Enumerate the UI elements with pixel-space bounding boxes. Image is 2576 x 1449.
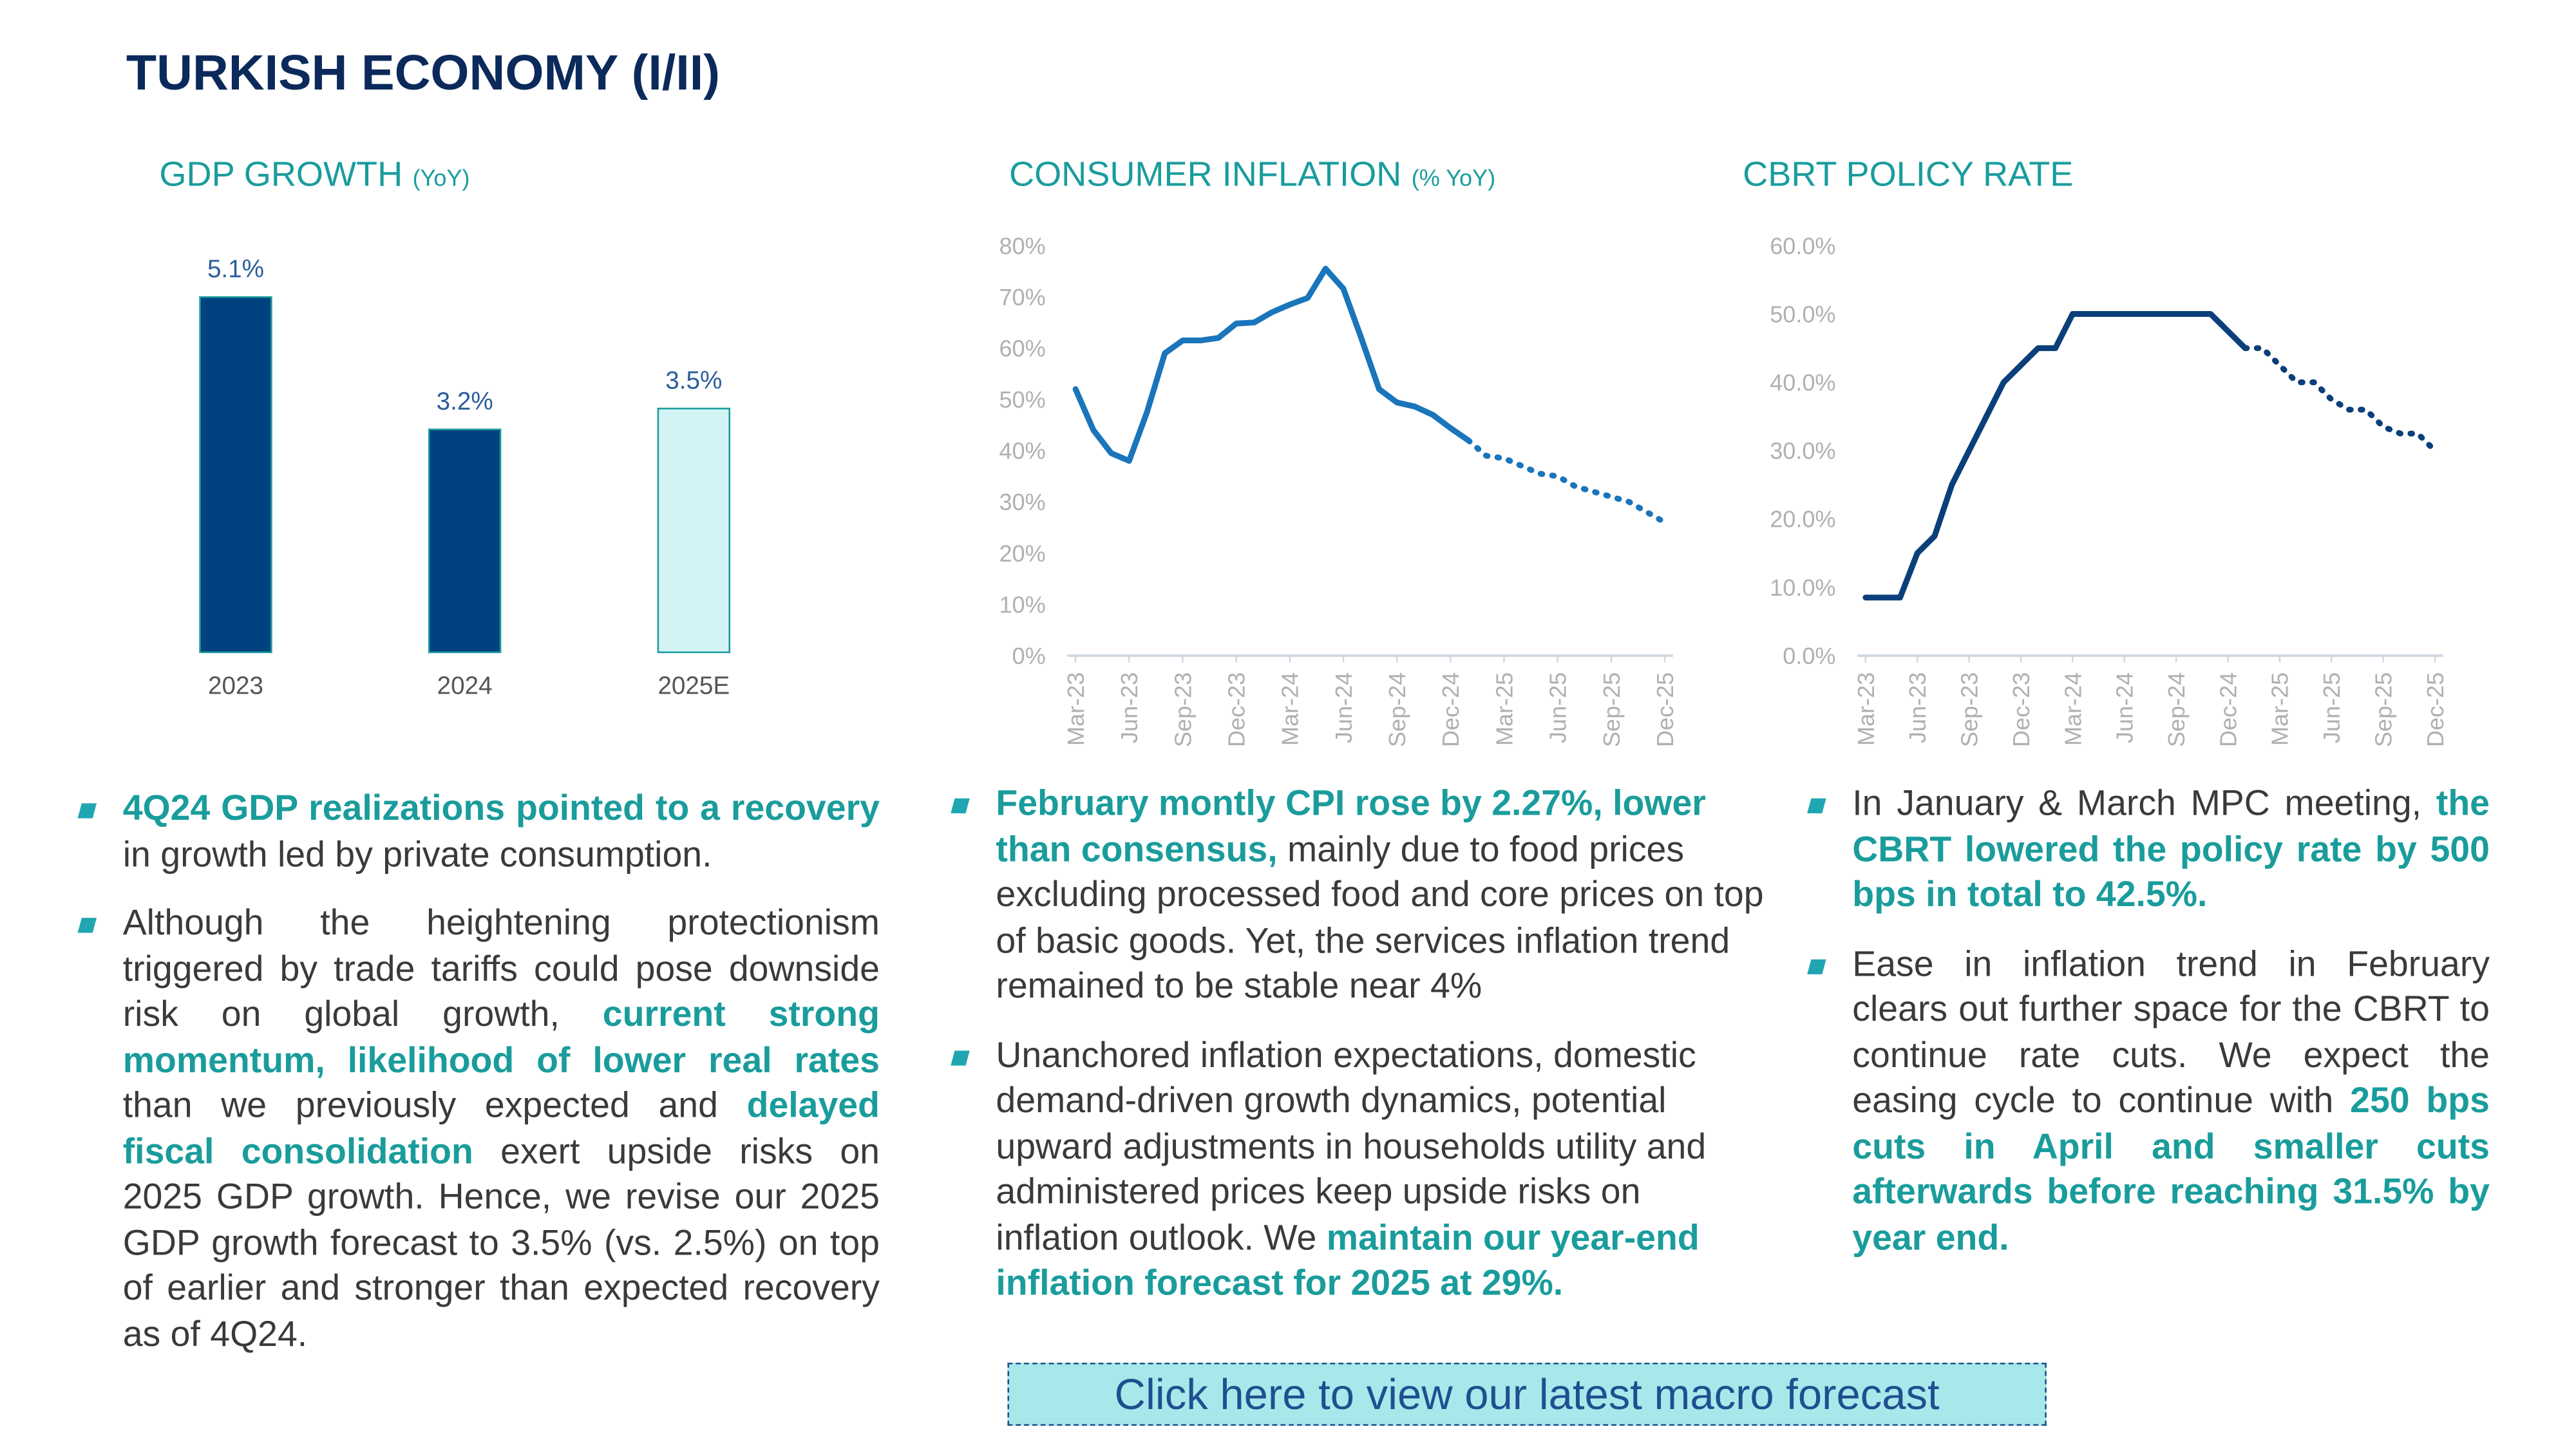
chart-subtitle: (% YoY)	[1412, 165, 1495, 191]
x-tick-label: Dec-23	[2008, 672, 2034, 747]
x-tick-label: 2024	[437, 672, 493, 699]
body-text: In January & March MPC meeting,	[1852, 783, 2436, 824]
y-tick-label: 10.0%	[1770, 574, 1835, 601]
body-text: Unanchored inflation expectations, domes…	[996, 1034, 1707, 1258]
text-column: February montly CPI rose by 2.27%, lower…	[996, 782, 1767, 1331]
y-tick-label: 60%	[999, 335, 1045, 361]
x-tick-label: Mar-25	[1491, 672, 1517, 746]
slide-title: TURKISH ECONOMY (I/II)	[126, 46, 721, 102]
emphasis-text: maintain our year-end inflation forecast…	[996, 1217, 1700, 1303]
emphasis-text: the CBRT lowered the policy rate by 500 …	[1852, 783, 2490, 915]
y-tick-label: 20%	[999, 540, 1045, 567]
text-column: In January & March MPC meeting, the CBRT…	[1852, 782, 2490, 1285]
body-text: mainly due to food prices excluding proc…	[996, 829, 1764, 1006]
y-tick-label: 30.0%	[1770, 438, 1835, 464]
x-tick-label: Sep-25	[2370, 672, 2396, 747]
x-tick-label: Dec-25	[1652, 672, 1678, 747]
y-tick-label: 50.0%	[1770, 301, 1835, 327]
chart-title: CONSUMER INFLATION (% YoY)	[1009, 155, 1495, 194]
x-tick-label: Mar-23	[1853, 672, 1879, 746]
line-series	[1072, 265, 1472, 464]
x-tick-label: Dec-24	[1437, 672, 1464, 747]
x-tick-label: Mar-25	[2267, 672, 2293, 746]
emphasis-text: February montly CPI rose by 2.27%, lower…	[996, 783, 1706, 869]
x-tick-label: Jun-24	[1331, 672, 1357, 743]
y-tick-label: 20.0%	[1770, 506, 1835, 533]
charts: GDP GROWTH (YoY) 5.1% 2023 3.2% 2024 3.5% 2025E…	[159, 155, 2448, 747]
chart-title-text: CONSUMER INFLATION	[1009, 155, 1401, 194]
text-column: 4Q24 GDP realizations pointed to a recov…	[123, 787, 880, 1381]
chart-title: GDP GROWTH (YoY)	[159, 155, 469, 194]
x-tick-label: Jun-25	[2318, 672, 2345, 743]
chart-subtitle: (YoY)	[413, 165, 470, 191]
x-tick-label: Dec-24	[2215, 672, 2241, 747]
y-tick-label: 50%	[999, 386, 1045, 413]
bullet: Although the heightening protectionism t…	[123, 901, 880, 1358]
body-text: Although the heightening protectionism t…	[122, 903, 880, 1034]
x-tick-label: Mar-23	[1063, 672, 1089, 746]
x-tick-label: Sep-23	[1956, 672, 1983, 747]
bullet: In January & March MPC meeting, the CBRT…	[1852, 782, 2490, 919]
y-tick-label: 80%	[999, 232, 1045, 259]
x-tick-label: Dec-23	[1224, 672, 1250, 747]
emphasis-text: 4Q24 GDP realizations pointed to a recov…	[122, 788, 880, 829]
x-tick-label: Jun-24	[2112, 672, 2138, 743]
y-tick-label: 10%	[999, 591, 1045, 618]
x-tick-label: Jun-23	[1116, 672, 1142, 743]
x-tick-label: Jun-25	[1545, 672, 1571, 743]
bullet: Ease in inflation trend in February clea…	[1852, 942, 2490, 1262]
y-tick-label: 0%	[1012, 643, 1046, 669]
body-text: exert upside risks on 2025 GDP growth. H…	[122, 1131, 880, 1354]
body-text: Ease in inflation trend in February clea…	[1852, 943, 2490, 1121]
bullet: February montly CPI rose by 2.27%, lower…	[996, 782, 1767, 1010]
y-tick-label: 0.0%	[1783, 643, 1835, 669]
body-text: than we previously expected and	[122, 1085, 747, 1126]
x-tick-label: Mar-24	[2060, 672, 2086, 746]
x-tick-label: 2025E	[658, 672, 730, 699]
line-series	[2242, 345, 2438, 454]
bullet: Unanchored inflation expectations, domes…	[996, 1033, 1767, 1307]
chart-title: CBRT POLICY RATE	[1743, 155, 2073, 194]
x-tick-label: Jun-23	[1904, 672, 1931, 743]
x-tick-label: Sep-24	[2163, 672, 2190, 747]
x-tick-label: Sep-25	[1598, 672, 1625, 747]
forecast-link[interactable]: Click here to view our latest macro fore…	[1007, 1362, 2047, 1426]
x-tick-label: Mar-24	[1277, 672, 1303, 746]
emphasis-text: current strong momentum, likelihood of l…	[122, 994, 880, 1080]
chart-title-text: GDP GROWTH	[159, 155, 402, 194]
y-tick-label: 40%	[999, 438, 1045, 464]
data-label: 3.2%	[437, 388, 493, 415]
data-label: 5.1%	[207, 255, 264, 283]
x-tick-label: Sep-23	[1170, 672, 1196, 747]
chart-title-text: CBRT POLICY RATE	[1743, 155, 2073, 194]
emphasis-text: delayed fiscal consolidation	[122, 1085, 880, 1171]
data-label: 3.5%	[665, 366, 722, 394]
x-tick-label: Sep-24	[1384, 672, 1410, 747]
line-series	[1862, 311, 2248, 601]
y-tick-label: 60.0%	[1770, 232, 1835, 259]
y-tick-label: 70%	[999, 284, 1045, 310]
bar	[428, 428, 502, 654]
bar	[657, 408, 731, 654]
y-tick-label: 40.0%	[1770, 370, 1835, 396]
body-text: in growth led by private consumption.	[122, 834, 712, 874]
x-tick-label: 2023	[208, 672, 263, 699]
y-tick-label: 30%	[999, 489, 1045, 515]
bar	[199, 296, 272, 654]
emphasis-text: 250 bps cuts in April and smaller cuts a…	[1852, 1080, 2490, 1258]
bullet: 4Q24 GDP realizations pointed to a recov…	[123, 787, 880, 878]
line-series	[1465, 437, 1668, 526]
x-tick-label: Dec-25	[2422, 672, 2448, 747]
